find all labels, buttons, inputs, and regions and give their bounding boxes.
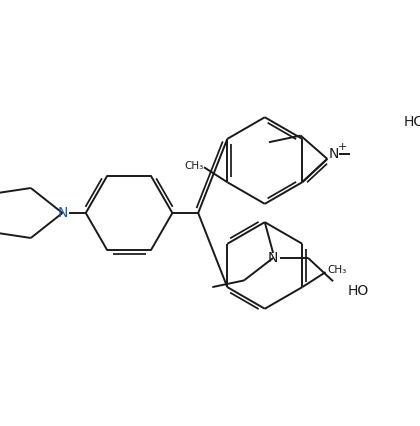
- Text: HO: HO: [348, 284, 369, 298]
- Text: +: +: [338, 142, 347, 152]
- Text: N: N: [57, 206, 68, 220]
- Text: CH₃: CH₃: [184, 161, 204, 170]
- Text: N: N: [268, 251, 278, 265]
- Text: CH₃: CH₃: [328, 265, 347, 276]
- Text: HO: HO: [404, 115, 420, 129]
- Text: N: N: [329, 147, 339, 161]
